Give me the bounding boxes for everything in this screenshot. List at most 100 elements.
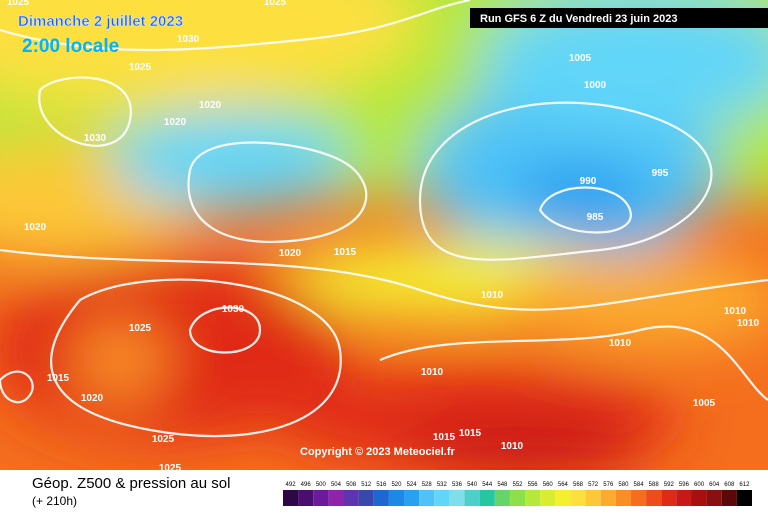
isobar-label: 1015 — [433, 432, 456, 443]
colorbar-label: 544 — [482, 482, 493, 488]
colorbar-swatch — [479, 490, 495, 506]
colorbar-swatch — [313, 490, 329, 506]
isobar-label: 1025 — [7, 0, 30, 8]
isobar-label: 1025 — [129, 323, 152, 334]
colorbar-swatch — [676, 490, 692, 506]
colorbar-label: 572 — [588, 482, 599, 488]
valid-date: Dimanche 2 juillet 2023 — [18, 13, 183, 30]
colorbar-swatch — [283, 490, 299, 506]
isobar-label: 1030 — [222, 304, 245, 315]
isobar-label: 1010 — [501, 441, 524, 452]
colorbar-label: 596 — [679, 482, 690, 488]
colorbar-label: 540 — [467, 482, 478, 488]
run-label: Run GFS 6 Z du Vendredi 23 juin 2023 — [480, 13, 677, 25]
isobar-label: 1005 — [693, 398, 716, 409]
colorbar-swatch — [449, 490, 465, 506]
colorbar-label: 528 — [422, 482, 433, 488]
colorbar-label: 508 — [346, 482, 357, 488]
colorbar-swatch — [630, 490, 647, 506]
isobar-label: 1025 — [159, 463, 182, 474]
colorbar-label: 548 — [497, 482, 508, 488]
colorbar-label: 608 — [724, 482, 735, 488]
colorbar-swatch — [706, 490, 722, 506]
copyright: Copyright © 2023 Meteociel.fr — [300, 446, 456, 458]
colorbar-swatch — [373, 490, 389, 506]
map-field — [0, 0, 768, 470]
colorbar-label: 492 — [286, 482, 297, 488]
colorbar-label: 536 — [452, 482, 463, 488]
colorbar-swatch — [661, 490, 677, 506]
colorbar-label: 504 — [331, 482, 342, 488]
colorbar-label: 560 — [543, 482, 554, 488]
colorbar-swatch — [721, 490, 737, 506]
colorbar-label: 500 — [316, 482, 327, 488]
colorbar-label: 564 — [558, 482, 569, 488]
footer-title: Géop. Z500 & pression au sol — [32, 475, 230, 492]
valid-time: 2:00 locale — [22, 36, 119, 57]
colorbar-swatch — [525, 490, 541, 506]
isobar-label: 1025 — [264, 0, 287, 8]
colorbar-label: 532 — [437, 482, 448, 488]
colorbar-swatch — [298, 490, 314, 506]
colorbar-label: 520 — [391, 482, 402, 488]
isobar-label: 985 — [587, 212, 604, 223]
colorbar-swatch — [555, 490, 571, 506]
colorbar-label: 588 — [649, 482, 660, 488]
colorbar-swatch — [570, 490, 586, 506]
colorbar-label: 516 — [376, 482, 387, 488]
isobar-label: 1020 — [199, 100, 222, 111]
isobar-label: 1000 — [584, 80, 607, 91]
colorbar-label: 604 — [709, 482, 720, 488]
colorbar-label: 568 — [573, 482, 584, 488]
colorbar-swatch — [388, 490, 405, 506]
isobar-label: 1020 — [279, 248, 302, 259]
colorbar-label: 552 — [512, 482, 523, 488]
colorbar-label: 576 — [603, 482, 614, 488]
colorbar-swatch — [464, 490, 480, 506]
colorbar-swatch — [600, 490, 616, 506]
isobar-label: 1025 — [152, 434, 175, 445]
isobar-label: 1020 — [164, 117, 187, 128]
colorbar-label: 584 — [634, 482, 645, 488]
colorbar-swatch — [404, 490, 420, 506]
run-banner — [470, 8, 768, 28]
colorbar-swatch — [328, 490, 344, 506]
colorbar-swatch — [585, 490, 601, 506]
colorbar-swatch — [509, 490, 526, 506]
colorbar-swatch — [736, 490, 752, 506]
colorbar-label: 496 — [301, 482, 312, 488]
isobar-label: 1010 — [737, 318, 760, 329]
colorbar-label: 612 — [739, 482, 750, 488]
isobar-label: 1015 — [459, 428, 482, 439]
isobar-label: 1010 — [609, 338, 632, 349]
colorbar-label: 512 — [361, 482, 372, 488]
colorbar-swatch — [540, 490, 556, 506]
isobar-label: 1005 — [569, 53, 592, 64]
isobar-label: 1020 — [81, 393, 104, 404]
isobar-label: 1015 — [334, 247, 357, 258]
colorbar-label: 524 — [407, 482, 418, 488]
colorbar-swatch — [343, 490, 359, 506]
colorbar-label: 592 — [664, 482, 675, 488]
colorbar-swatch — [358, 490, 374, 506]
colorbar-swatch — [646, 490, 662, 506]
colorbar-swatch — [615, 490, 631, 506]
colorbar-swatch — [691, 490, 707, 506]
isobar-label: 1015 — [47, 373, 70, 384]
isobar-label: 1010 — [724, 306, 747, 317]
colorbar-label: 600 — [694, 482, 705, 488]
colorbar-label: 580 — [618, 482, 629, 488]
isobar-label: 990 — [580, 176, 597, 187]
isobar-label: 1010 — [421, 367, 444, 378]
isobar-label: 1030 — [84, 133, 107, 144]
colorbar-label: 556 — [528, 482, 539, 488]
footer-lead: (+ 210h) — [32, 494, 77, 508]
isobar-label: 995 — [652, 168, 669, 179]
isobar-label: 1030 — [177, 34, 200, 45]
colorbar-swatch — [419, 490, 435, 506]
colorbar-swatch — [434, 490, 450, 506]
isobar-label: 1025 — [129, 62, 152, 73]
isobar-label: 1010 — [481, 290, 504, 301]
isobar-label: 1020 — [24, 222, 47, 233]
